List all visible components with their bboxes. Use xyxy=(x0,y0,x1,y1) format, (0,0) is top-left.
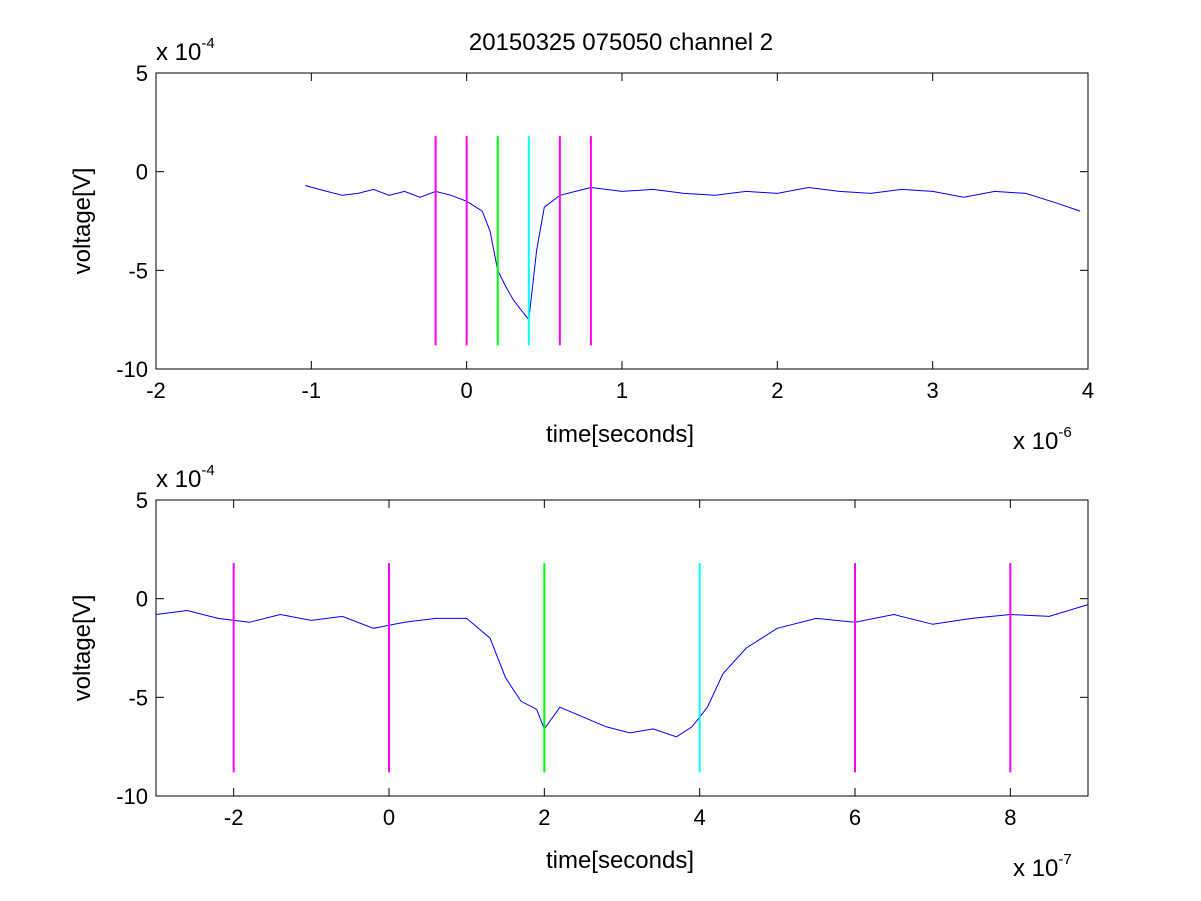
top-xtick-label: 4 xyxy=(1082,378,1094,403)
top-plot: -2 -1 0 1 2 3 4 50-5-10 time[seconds] voltage[… xyxy=(69,35,1094,455)
top-marker-group xyxy=(434,136,592,346)
bottom-xtick-label: -2 xyxy=(224,805,244,830)
top-xtick-label: 2 xyxy=(771,378,783,403)
bottom-ytick-label: 5 xyxy=(136,488,148,513)
bottom-xtick-label: 8 xyxy=(1004,805,1016,830)
bottom-ytick-label: 0 xyxy=(136,587,148,612)
top-y-multiplier: x 10-4 xyxy=(156,35,215,66)
top-ytick-label: -10 xyxy=(116,357,148,382)
bottom-marker-group xyxy=(232,563,1012,773)
bottom-series-line-0 xyxy=(155,604,1089,738)
top-xtick-label: -1 xyxy=(302,378,322,403)
top-x-multiplier-base: x 10 xyxy=(1013,428,1058,455)
top-series-group xyxy=(304,185,1081,321)
top-plot-area xyxy=(155,72,1089,370)
top-series-line-0 xyxy=(304,185,1081,321)
figure-title: 20150325 075050 channel 2 xyxy=(469,29,773,56)
bottom-xtick-label: 6 xyxy=(849,805,861,830)
bottom-ytick-label: -5 xyxy=(128,685,148,710)
bottom-xtick-label: 4 xyxy=(694,805,706,830)
top-y-multiplier-base: x 10 xyxy=(156,39,201,66)
top-x-axis-label: time[seconds] xyxy=(546,421,694,448)
top-ytick-label: -5 xyxy=(128,258,148,283)
top-x-multiplier-exp: -6 xyxy=(1058,424,1071,441)
top-ytick-label: 0 xyxy=(136,160,148,185)
bottom-xtick-label: 0 xyxy=(383,805,395,830)
bottom-xtick-label: 2 xyxy=(538,805,550,830)
bottom-x-multiplier-exp: -7 xyxy=(1058,851,1071,868)
top-xtick-label: -2 xyxy=(146,378,166,403)
top-xtick-label: 1 xyxy=(616,378,628,403)
top-xtick-group: -2 -1 0 1 2 3 4 xyxy=(146,73,1094,403)
bottom-x-multiplier-base: x 10 xyxy=(1013,855,1058,882)
bottom-ytick-group: 5 0 -5 -10 xyxy=(116,488,1088,809)
top-ytick-label: 5 xyxy=(136,61,148,86)
top-xtick-label: 0 xyxy=(461,378,473,403)
bottom-y-axis-label: voltage[V] xyxy=(69,595,96,702)
bottom-plot: -2 0 2 4 6 8 5 0 -5 -10 time[seconds] voltage[V]… xyxy=(69,462,1089,882)
bottom-xtick-group: -2 0 2 4 6 8 xyxy=(224,500,1016,830)
top-x-multiplier: x 10-6 xyxy=(1013,424,1072,455)
top-ytick-group: 5 0 -5 -10 xyxy=(116,61,1088,382)
bottom-y-multiplier: x 10-4 xyxy=(156,462,215,493)
bottom-x-multiplier: x 10-7 xyxy=(1013,851,1072,882)
bottom-series-group xyxy=(155,604,1089,738)
bottom-y-multiplier-exp: -4 xyxy=(201,462,214,479)
bottom-y-multiplier-base: x 10 xyxy=(156,466,201,493)
bottom-ytick-label: -10 xyxy=(116,784,148,809)
bottom-plot-area xyxy=(155,499,1089,797)
top-y-axis-label: voltage[V] xyxy=(69,168,96,275)
top-y-multiplier-exp: -4 xyxy=(201,35,214,52)
top-xtick-label: 3 xyxy=(927,378,939,403)
bottom-x-axis-label: time[seconds] xyxy=(546,847,694,874)
